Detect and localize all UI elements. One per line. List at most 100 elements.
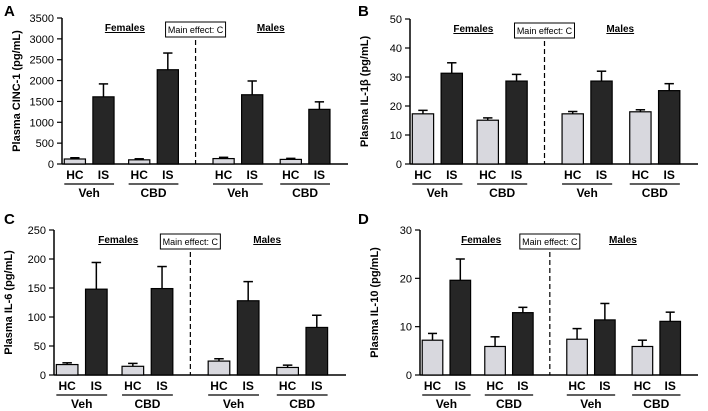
- x-tick-label: HC: [124, 379, 142, 393]
- bar-hc: [631, 345, 654, 376]
- y-axis-label: Plasma IL-10 (pg/mL): [369, 247, 381, 358]
- bar-is: [659, 320, 682, 376]
- x-tick-label: IS: [162, 168, 173, 182]
- panel-letter: B: [358, 3, 369, 20]
- x-tick-label: HC: [66, 168, 84, 182]
- sex-label-females: Females: [453, 24, 493, 35]
- x-tick-label: IS: [596, 168, 607, 182]
- y-tick-label: 3500: [30, 13, 54, 25]
- sex-label-males: Males: [606, 24, 634, 35]
- x-tick-label: IS: [455, 379, 466, 393]
- panel-letter: C: [4, 211, 15, 228]
- group-label-cbd: CBD: [496, 397, 522, 411]
- bar-is: [84, 288, 108, 376]
- bar-is: [241, 94, 264, 165]
- y-tick-label: 150: [28, 283, 46, 295]
- x-tick-label: IS: [511, 168, 522, 182]
- main-effect-box: [519, 233, 581, 250]
- x-tick-label: IS: [243, 379, 254, 393]
- x-tick-label: HC: [131, 168, 149, 182]
- bar-hc: [63, 158, 87, 165]
- chart-panel-c: C Plasma IL-6 (pg/mL) 0 50 100 150 200 250 Femal…: [3, 211, 346, 411]
- group-label-cbd: CBD: [643, 397, 669, 411]
- x-tick-label: HC: [58, 379, 76, 393]
- x-tick-label: IS: [91, 379, 102, 393]
- x-tick-label: HC: [634, 379, 652, 393]
- main-effect-annotation: Main effect: C: [517, 26, 573, 36]
- y-axis-label: Plasma CINC-1 (pg/mL): [11, 30, 23, 152]
- y-tick-label: 50: [34, 341, 46, 353]
- y-tick-label: 0: [406, 370, 412, 382]
- x-tick-label: HC: [564, 168, 582, 182]
- bar-is: [593, 319, 616, 376]
- y-tick-label: 1500: [30, 96, 54, 108]
- x-tick-label: HC: [479, 168, 497, 182]
- y-tick-label: 0: [48, 159, 54, 171]
- x-tick-label: IS: [664, 168, 675, 182]
- x-tick-label: HC: [279, 379, 297, 393]
- bar-is: [150, 287, 174, 376]
- bar-is: [236, 300, 260, 376]
- group-label-cbd: CBD: [289, 397, 315, 411]
- bar-hc: [276, 366, 300, 376]
- group-label-cbd: CBD: [642, 186, 668, 200]
- main-effect-box: [165, 21, 227, 38]
- sex-label-males: Males: [253, 235, 281, 246]
- sex-label-females: Females: [461, 235, 501, 246]
- group-label-veh: Veh: [71, 397, 92, 411]
- y-axis-label: Plasma IL-6 (pg/mL): [3, 250, 15, 355]
- group-label-veh: Veh: [223, 397, 244, 411]
- x-tick-label: HC: [632, 168, 650, 182]
- y-tick-label: 500: [36, 138, 54, 150]
- chart-panel-a: A Plasma CINC-1 (pg/mL) 0 500 1000 1500 2000 25…: [4, 3, 348, 200]
- x-tick-label: IS: [247, 168, 258, 182]
- panel-letter: D: [358, 211, 369, 228]
- x-tick-label: HC: [210, 379, 228, 393]
- bar-hc: [128, 159, 151, 165]
- panel-letter: A: [4, 3, 15, 20]
- y-tick-label: 1000: [30, 117, 54, 129]
- bar-hc: [411, 113, 435, 165]
- bar-is: [657, 90, 681, 165]
- sex-label-males: Males: [257, 23, 285, 34]
- group-label-cbd: CBD: [489, 186, 515, 200]
- y-tick-label: 2500: [30, 55, 54, 67]
- bar-is: [511, 312, 534, 376]
- y-tick-label: 20: [400, 273, 412, 285]
- bar-is: [92, 96, 115, 165]
- group-label-veh: Veh: [436, 397, 457, 411]
- y-tick-label: 10: [400, 322, 412, 334]
- y-axis-label: Plasma IL-1β (pg/mL): [359, 36, 371, 148]
- x-tick-label: IS: [517, 379, 528, 393]
- group-label-cbd: CBD: [141, 186, 167, 200]
- y-tick-label: 100: [28, 312, 46, 324]
- y-tick-label: 250: [28, 225, 46, 237]
- group-label-veh: Veh: [576, 186, 597, 200]
- main-effect-annotation: Main effect: C: [522, 237, 578, 247]
- bar-hc: [561, 113, 584, 165]
- x-tick-label: HC: [568, 379, 586, 393]
- group-label-veh: Veh: [427, 186, 448, 200]
- bar-is: [505, 80, 528, 165]
- bar-hc: [476, 119, 500, 165]
- x-tick-label: IS: [156, 379, 167, 393]
- y-tick-label: 3000: [30, 34, 54, 46]
- bar-is: [590, 80, 613, 165]
- y-tick-label: 40: [390, 43, 402, 55]
- y-tick-label: 50: [390, 14, 402, 26]
- bar-hc: [212, 157, 235, 165]
- x-tick-label: HC: [414, 168, 432, 182]
- chart-panel-b: B Plasma IL-1β (pg/mL) 0 10 20 30 40 50 Females M…: [358, 3, 698, 200]
- bar-is: [156, 69, 180, 165]
- x-tick-label: HC: [282, 168, 300, 182]
- bar-hc: [279, 158, 302, 165]
- sex-label-females: Females: [105, 23, 145, 34]
- chart-panel-d: D Plasma IL-10 (pg/mL) 0 10 20 30 Females Males…: [358, 211, 698, 411]
- sex-label-males: Males: [609, 235, 637, 246]
- group-label-cbd: CBD: [134, 397, 160, 411]
- main-effect-box: [159, 233, 221, 250]
- sex-label-females: Females: [98, 235, 138, 246]
- bar-hc: [484, 345, 506, 376]
- bar-hc: [121, 365, 145, 376]
